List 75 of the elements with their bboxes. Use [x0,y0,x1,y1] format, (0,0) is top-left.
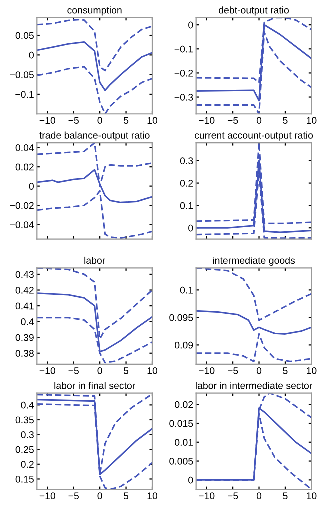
y-tick-label: 0.42 [16,286,34,294]
y-tick-label: 0 [29,183,34,190]
x-tick-label: 5 [283,368,288,374]
y-tick-label: 0 [188,224,194,232]
y-tick-label: 0.39 [16,334,34,342]
chart-title: current account-output ratio [194,132,314,141]
y-tick-label: 0.35 [16,416,34,424]
chart-title: labor [84,256,106,264]
y-tick-label: −0.02 [10,202,34,210]
x-tick-label: −10 [199,367,215,374]
x-tick-label: 0 [98,367,102,374]
x-tick-label: −5 [68,492,79,500]
y-tick-label: 0.2 [21,461,34,468]
x-tick-label: 0 [256,117,262,124]
x-tick-label: −10 [40,117,56,124]
x-tick-label: 10 [148,492,158,500]
x-tick-label: 0 [98,117,102,124]
y-tick-label: −0.05 [10,72,34,78]
x-tick-label: −5 [228,117,238,124]
x-tick-label: −10 [40,492,56,500]
y-tick-label: 0.3 [21,432,34,438]
y-tick-label: −0.1 [174,46,194,53]
y-tick-label: 0 [188,22,194,29]
chart-title: consumption [68,6,122,16]
y-tick-label: 0.01 [175,439,194,446]
x-tick-label: 10 [307,492,317,500]
y-tick-label: 0.3 [180,158,194,165]
x-tick-label: −10 [199,492,215,500]
chart-title: labor in final sector [54,382,136,390]
y-tick-label: −0.04 [10,222,34,228]
y-tick-label: 0.05 [16,32,34,40]
y-tick-label: 0.4 [21,318,34,326]
chart-title: labor in intermediate sector [196,382,312,390]
y-tick-label: 0.1 [180,202,194,210]
x-tick-label: 10 [307,117,317,124]
y-tick-label: 0.2 [180,180,194,187]
y-tick-label: 0.095 [170,314,194,322]
y-tick-label: 0.02 [175,401,194,408]
y-tick-label: 0.04 [16,144,34,152]
chart-title: debt-output ratio [219,6,290,16]
y-tick-label: 0.38 [16,350,34,358]
y-tick-label: 0.02 [16,164,34,171]
x-tick-label: 5 [283,117,288,124]
y-tick-label: 0.43 [16,271,34,278]
x-tick-label: −10 [40,367,56,374]
x-tick-label: 0 [256,367,262,374]
x-tick-label: 10 [148,367,158,374]
x-tick-label: 10 [307,367,317,374]
x-tick-label: −5 [68,117,79,124]
y-tick-label: 0 [29,52,34,59]
x-tick-label: 5 [124,117,129,124]
y-tick-label: 0.005 [170,458,194,465]
x-tick-label: −5 [228,368,238,374]
y-tick-label: 0.1 [180,286,194,294]
chart-title: intermediate goods [213,256,296,266]
x-tick-label: 5 [283,492,288,500]
y-tick-label: −0.1 [16,91,34,98]
y-tick-label: 0.25 [16,446,34,454]
y-tick-label: 0.15 [16,476,34,483]
chart-title: trade balance-output ratio [40,132,150,141]
y-tick-label: 0.09 [175,342,194,349]
y-tick-label: 0.4 [21,402,34,409]
y-tick-label: −0.3 [174,94,194,101]
x-tick-label: −5 [68,368,79,374]
x-tick-label: 10 [148,117,158,124]
y-tick-label: 0.015 [170,420,194,428]
y-tick-label: 0 [188,476,194,484]
y-tick-label: −0.2 [174,70,194,77]
x-tick-label: 0 [98,492,102,500]
x-tick-label: −5 [228,492,238,500]
y-tick-label: 0.41 [16,302,34,310]
x-tick-label: 5 [124,368,129,374]
x-tick-label: 0 [256,492,262,500]
x-tick-label: 5 [124,492,129,500]
x-tick-label: −10 [199,117,215,124]
